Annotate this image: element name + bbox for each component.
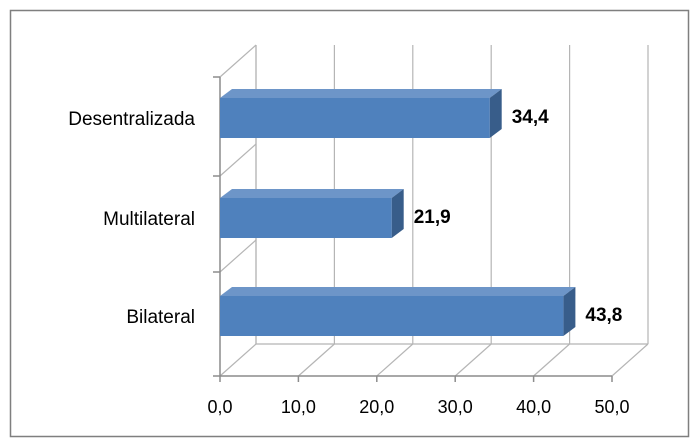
labels: 0,0 10,0 20,0 30,0 40,0 50,0 Desentralizada 34,… — [68, 107, 629, 417]
floor-gridline — [376, 343, 414, 377]
x-tick-label: 40,0 — [516, 397, 551, 417]
bar-top-face — [220, 189, 404, 198]
floor-gridline — [454, 343, 492, 377]
bar-top-face — [220, 89, 502, 98]
data-label: 43,8 — [585, 305, 622, 326]
category-label: Desentralizada — [68, 109, 195, 130]
bar-side-face — [489, 89, 502, 138]
side-wall-gridline — [219, 44, 257, 78]
category-label: Multilateral — [103, 209, 195, 230]
side-wall-gridline — [219, 143, 257, 177]
data-label: 34,4 — [512, 107, 549, 128]
bar-multilateral — [220, 189, 404, 238]
bar-bilateral — [220, 287, 576, 336]
x-tick-label: 30,0 — [438, 397, 473, 417]
x-tick-label: 20,0 — [359, 397, 394, 417]
floor-gridline — [611, 343, 649, 377]
bar-front-face — [220, 296, 564, 336]
floor-gridline — [533, 343, 570, 377]
bar-front-face — [220, 198, 392, 238]
category-label: Bilateral — [126, 307, 195, 328]
x-tick-label: 0,0 — [207, 397, 232, 417]
bar-front-face — [220, 98, 490, 138]
side-wall-gridline — [219, 239, 257, 273]
bar-top-face — [220, 287, 576, 296]
floor-gridline — [298, 343, 335, 377]
data-label: 21,9 — [414, 207, 451, 228]
floor-gridline — [219, 343, 257, 377]
x-tick-label: 10,0 — [281, 397, 316, 417]
bars — [220, 89, 576, 336]
bar-side-face — [563, 287, 576, 336]
bar-side-face — [391, 189, 404, 238]
x-tick-label: 50,0 — [594, 397, 629, 417]
bar-desentralizada — [220, 89, 502, 138]
